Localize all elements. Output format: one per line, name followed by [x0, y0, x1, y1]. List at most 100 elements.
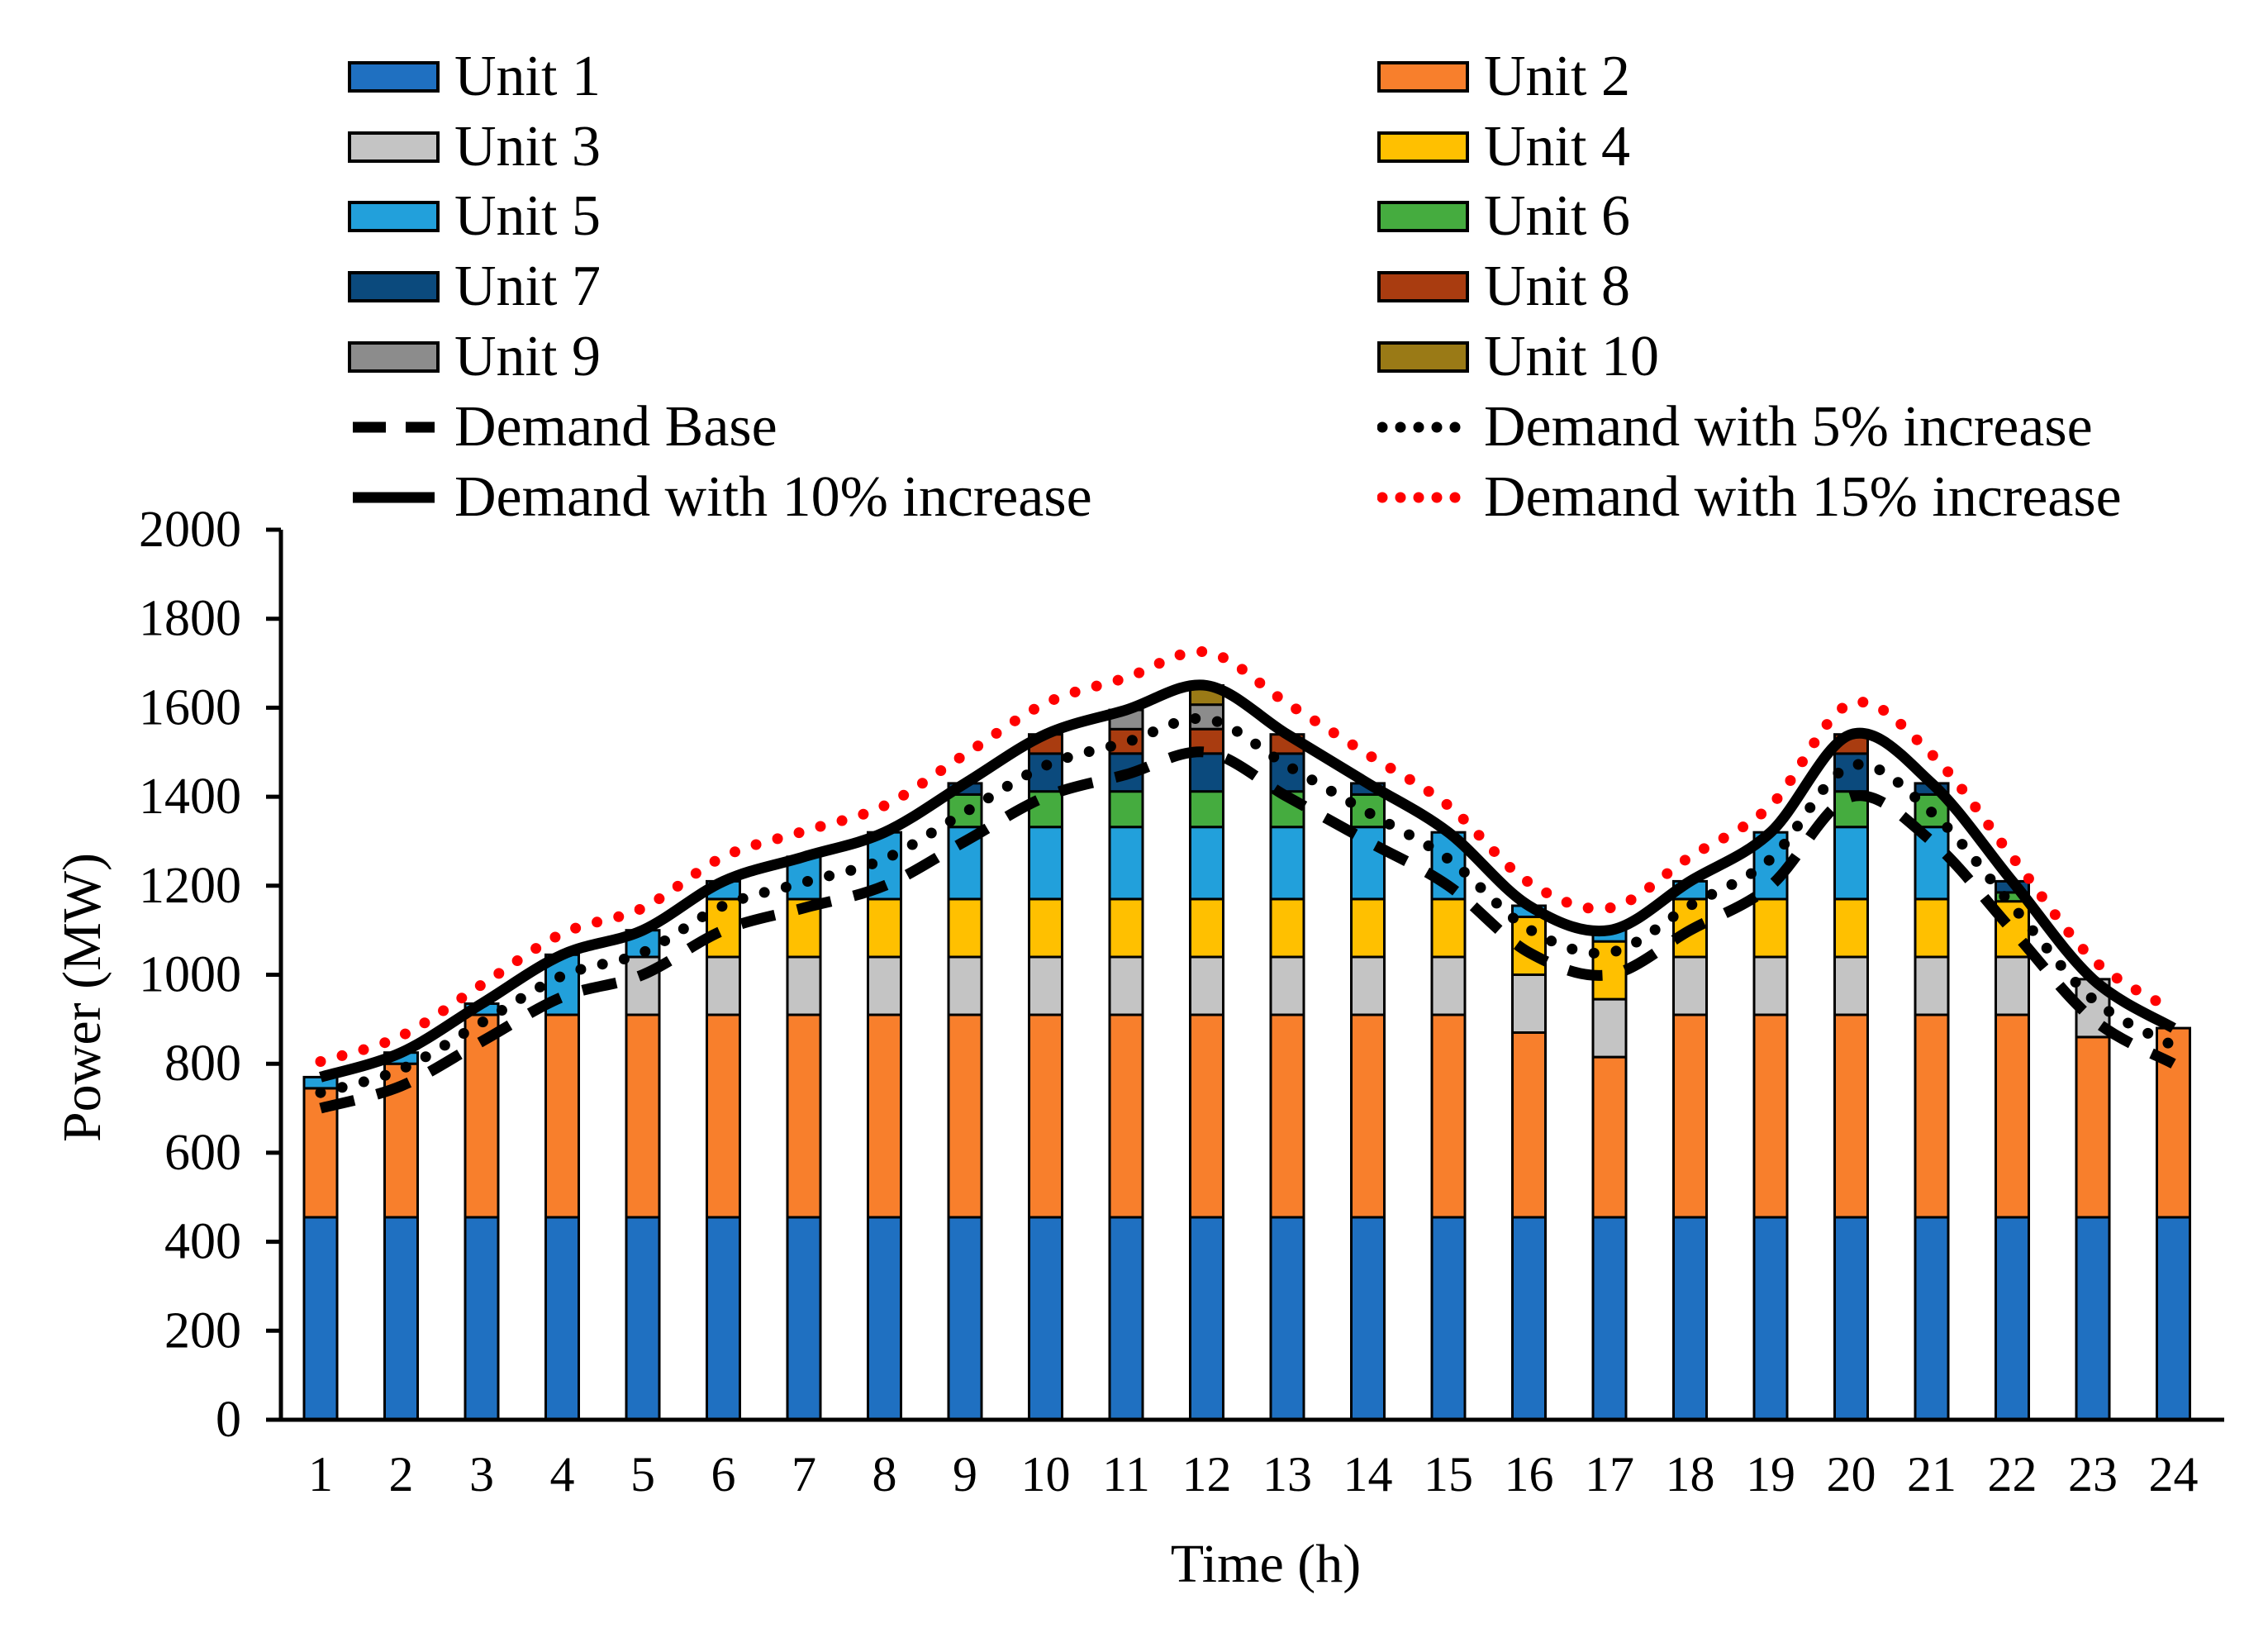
- legend-swatch-unit-9: [348, 341, 440, 373]
- bar-h18-unit3: [1672, 955, 1708, 1016]
- y-tick-label-0: 0: [216, 1392, 241, 1448]
- y-axis-title: Power (MW): [52, 852, 112, 1143]
- legend-swatch-unit-1: [348, 61, 440, 93]
- bar-h22-unit1: [1995, 1216, 2030, 1421]
- x-tick-label-11: 11: [1102, 1447, 1150, 1502]
- bar-h7-unit3: [786, 955, 822, 1016]
- bar-h15-unit1: [1430, 1216, 1467, 1421]
- x-tick-label-22: 22: [1988, 1447, 2037, 1502]
- bar-h4-unit2: [544, 1013, 580, 1219]
- bar-h21-unit2: [1914, 1013, 1950, 1219]
- x-tick-label-8: 8: [872, 1447, 897, 1502]
- axis-lines: [278, 530, 2224, 1422]
- bar-h20-unit5: [1833, 826, 1869, 901]
- x-tick-label-16: 16: [1505, 1447, 1554, 1502]
- legend-item-demand-with-5-increase: Demand with 5% increase: [1377, 396, 2093, 459]
- x-tick-label-20: 20: [1827, 1447, 1876, 1502]
- bar-h15-unit4: [1430, 897, 1467, 959]
- legend-item-unit-3: Unit 3: [348, 116, 601, 179]
- bar-h11-unit1: [1108, 1216, 1144, 1421]
- demand-line-demand-with-5-increase: [315, 712, 2179, 1098]
- x-tick-label-14: 14: [1343, 1447, 1393, 1502]
- bar-h16-unit3: [1511, 973, 1547, 1034]
- bar-h19-unit3: [1752, 955, 1789, 1016]
- x-axis-title: Time (h): [1170, 1534, 1362, 1594]
- x-tick-label-12: 12: [1182, 1447, 1232, 1502]
- legend-label: Demand with 15% increase: [1484, 465, 2122, 529]
- x-tick-label-24: 24: [2149, 1447, 2199, 1502]
- x-tick-label-13: 13: [1262, 1447, 1312, 1502]
- demand-line-demand-with-10-increase: [319, 679, 2176, 1083]
- x-tick-label-4: 4: [550, 1447, 575, 1502]
- bar-h12-unit2: [1189, 1013, 1224, 1219]
- x-tick-label-3: 3: [469, 1447, 494, 1502]
- bar-h9-unit3: [947, 955, 983, 1016]
- legend-label: Unit 10: [1484, 325, 1659, 388]
- bar-h19-unit2: [1752, 1013, 1789, 1219]
- bar-h10-unit3: [1028, 955, 1063, 1016]
- legend-label: Unit 7: [454, 255, 601, 318]
- bar-h10-unit5: [1028, 826, 1063, 901]
- x-tick-label-5: 5: [630, 1447, 655, 1502]
- legend-swatch-unit-6: [1377, 201, 1469, 232]
- legend-item-demand-base: Demand Base: [348, 396, 777, 459]
- bar-h20-unit1: [1833, 1216, 1869, 1421]
- legend-item-unit-6: Unit 6: [1377, 185, 1630, 248]
- bar-h21-unit3: [1914, 955, 1950, 1016]
- legend-label: Unit 1: [454, 45, 601, 108]
- x-tick-label-2: 2: [389, 1447, 414, 1502]
- legend-item-demand-with-15-increase: Demand with 15% increase: [1377, 466, 2122, 529]
- bar-h19-unit1: [1752, 1216, 1789, 1421]
- bar-h13-unit3: [1269, 955, 1305, 1016]
- bar-h20-unit2: [1833, 1013, 1869, 1219]
- y-tick-label-1600: 1600: [139, 679, 241, 735]
- bar-h21-unit4: [1914, 897, 1950, 959]
- legend-label: Unit 3: [454, 115, 601, 179]
- bar-h7-unit1: [786, 1216, 822, 1421]
- demand-line-demand-base: [319, 746, 2176, 1114]
- bar-h10-unit4: [1028, 897, 1063, 959]
- legend-line-sample-dotted: [1377, 492, 1469, 503]
- legend-label: Demand with 5% increase: [1484, 395, 2093, 459]
- bar-h6-unit1: [706, 1216, 741, 1421]
- bar-h14-unit1: [1350, 1216, 1386, 1421]
- bar-h12-unit5: [1189, 826, 1224, 901]
- bar-h24-unit1: [2156, 1216, 2191, 1421]
- y-tick-label-1000: 1000: [139, 947, 241, 1003]
- bar-h17-unit2: [1591, 1055, 1628, 1219]
- x-tick-label-23: 23: [2068, 1447, 2118, 1502]
- bar-h18-unit1: [1672, 1216, 1708, 1421]
- bar-h6-unit3: [706, 955, 741, 1016]
- legend-label: Demand Base: [454, 395, 777, 459]
- legend-line-sample-dashed: [353, 421, 435, 433]
- x-tick-label-1: 1: [308, 1447, 333, 1502]
- bar-h22-unit3: [1995, 955, 2030, 1016]
- bar-h7-unit2: [786, 1013, 822, 1219]
- bar-h11-unit2: [1108, 1013, 1144, 1219]
- legend-label: Unit 9: [454, 325, 601, 388]
- bar-h11-unit4: [1108, 897, 1144, 959]
- legend-label: Unit 6: [1484, 184, 1630, 248]
- legend-swatch-unit-7: [348, 271, 440, 302]
- y-tick-label-2000: 2000: [139, 502, 241, 558]
- legend-swatch-unit-2: [1377, 61, 1469, 93]
- x-tick-label-19: 19: [1746, 1447, 1795, 1502]
- bar-h12-unit7: [1189, 752, 1224, 793]
- legend-item-unit-2: Unit 2: [1377, 45, 1630, 108]
- bar-h11-unit5: [1108, 826, 1144, 901]
- bar-h4-unit1: [544, 1216, 580, 1421]
- bar-h1-unit1: [302, 1216, 339, 1421]
- legend-swatch-unit-8: [1377, 271, 1469, 302]
- legend-line-sample-solid: [353, 492, 435, 503]
- bar-h14-unit5: [1350, 826, 1386, 901]
- bar-h11-unit6: [1108, 790, 1144, 829]
- bar-h23-unit1: [2075, 1216, 2111, 1421]
- legend-item-unit-4: Unit 4: [1377, 116, 1630, 179]
- bar-h17-unit1: [1591, 1216, 1628, 1421]
- demand-line-demand-with-15-increase: [315, 645, 2179, 1067]
- bar-h13-unit1: [1269, 1216, 1305, 1421]
- bar-h18-unit2: [1672, 1013, 1708, 1219]
- bar-h13-unit2: [1269, 1013, 1305, 1219]
- bar-h22-unit2: [1995, 1013, 2030, 1219]
